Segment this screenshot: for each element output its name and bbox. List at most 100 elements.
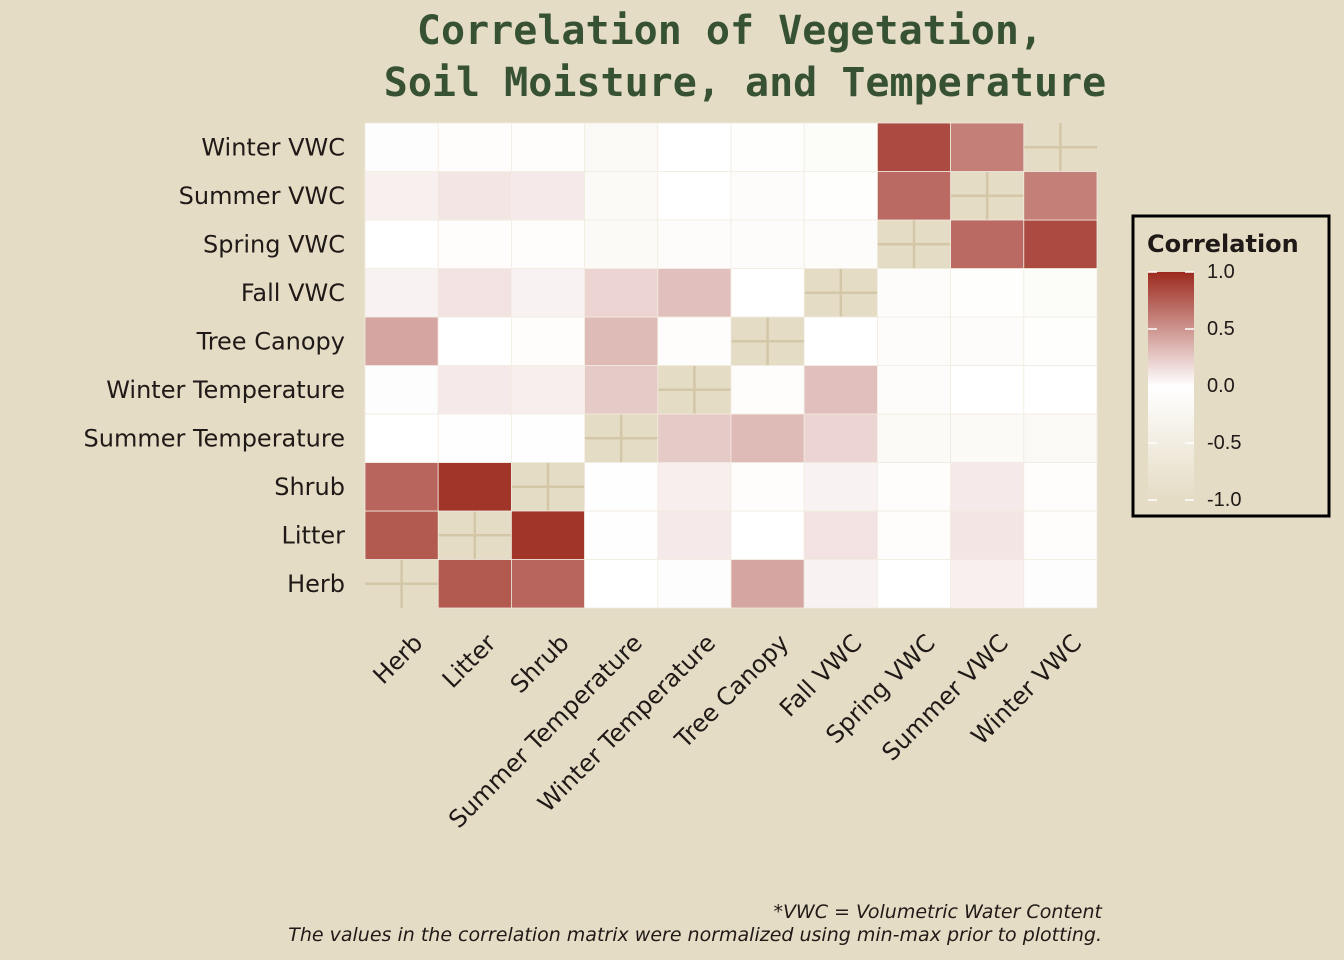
heatmap-cell [510,510,585,560]
heatmap-cell [803,413,878,463]
legend-tick-label: -0.5 [1207,432,1241,454]
heatmap-cell [584,316,659,366]
heatmap-cell [1023,219,1098,269]
legend: Correlation 1.0 0.5 0.0 -0.5 -1.0 [1131,214,1331,518]
heatmap-cell [730,510,805,560]
heatmap-cell [510,316,585,366]
heatmap-cell [437,268,512,318]
heatmap-cell [803,219,878,269]
heatmap-cell [803,122,878,172]
heatmap-cell [657,510,732,560]
legend-tick-label: 0.5 [1207,318,1235,340]
y-tick-labels: Herb Litter Shrub Summer Temperature Winter … [84,133,346,598]
heatmap-cell [950,510,1025,560]
heatmap-cell [437,559,512,609]
heatmap-cell [364,413,439,463]
heatmap-cell [657,171,732,221]
heatmap-cell [950,365,1025,415]
heatmap-cell [364,316,439,366]
heatmap-cell [730,268,805,318]
footnote-vwc: *VWC = Volumetric Water Content [773,901,1103,923]
chart-title: Correlation of Vegetation, Soil Moisture… [384,8,1106,106]
y-tick-label: Winter VWC [201,133,345,161]
y-tick-label: Summer VWC [179,182,345,210]
heatmap-cell [730,219,805,269]
x-tick-label: Shrub [505,629,575,699]
heatmap-cell [510,559,585,609]
heatmap-cell [1023,559,1098,609]
heatmap-cell [1023,462,1098,512]
y-tick-label: Shrub [274,473,345,501]
heatmap-cell [803,171,878,221]
heatmap-cell [437,122,512,172]
heatmap-cell [877,171,952,221]
heatmap-cell [730,122,805,172]
heatmap-cell [950,268,1025,318]
heatmap-cell [803,365,878,415]
heatmap-cell [584,510,659,560]
y-tick-label: Tree Canopy [196,327,345,355]
heatmap-cell [584,219,659,269]
heatmap-cell [730,413,805,463]
heatmap-cell [437,462,512,512]
heatmap-cell [877,559,952,609]
heatmap-cell [437,219,512,269]
heatmap-cell [803,316,878,366]
legend-tick-label: -1.0 [1207,489,1241,511]
footnotes: *VWC = Volumetric Water Content The valu… [288,901,1103,946]
heatmap-cell [364,510,439,560]
heatmap-cell [510,122,585,172]
heatmap-cell [437,316,512,366]
heatmap-cell [1023,365,1098,415]
heatmap-cell [584,268,659,318]
heatmap-cell [584,122,659,172]
legend-tick-label: 0.0 [1207,375,1235,397]
heatmap-cell [1023,171,1098,221]
y-tick-label: Herb [287,570,345,598]
y-tick-label: Litter [282,521,346,549]
heatmap-cell [730,462,805,512]
heatmap-cell [437,365,512,415]
legend-tick-label: 1.0 [1207,261,1235,283]
heatmap-cell [803,462,878,512]
heatmap-cell [510,171,585,221]
heatmap-cells [364,122,1098,609]
heatmap-cell [437,413,512,463]
heatmap-cell [730,559,805,609]
heatmap-cell [584,462,659,512]
heatmap-cell [877,316,952,366]
heatmap-cell [950,316,1025,366]
heatmap-cell [657,219,732,269]
heatmap-cell [364,462,439,512]
heatmap-cell [1023,268,1098,318]
y-tick-label: Winter Temperature [106,376,345,404]
legend-ticks: 1.0 0.5 0.0 -0.5 -1.0 [1148,261,1241,511]
heatmap-cell [950,122,1025,172]
heatmap-cell [657,268,732,318]
heatmap-cell [877,462,952,512]
chart-title-line-1: Correlation of Vegetation, [417,8,1043,54]
heatmap-cell [657,462,732,512]
chart-title-line-2: Soil Moisture, and Temperature [384,60,1106,106]
heatmap-cell [510,268,585,318]
heatmap-cell [877,268,952,318]
heatmap-cell [730,365,805,415]
heatmap-cell [364,365,439,415]
heatmap-cell [584,559,659,609]
heatmap-cell [657,413,732,463]
heatmap-cell [877,122,952,172]
legend-box [1131,214,1331,518]
footnote-normalization: The values in the correlation matrix wer… [288,924,1102,946]
heatmap-cell [803,510,878,560]
heatmap-cell [1023,413,1098,463]
heatmap-cell [437,171,512,221]
heatmap-cell [510,365,585,415]
heatmap-cell [364,171,439,221]
x-tick-label: Litter [437,629,502,694]
y-tick-label: Spring VWC [203,230,345,258]
y-tick-label: Summer Temperature [84,424,346,452]
heatmap-cell [364,122,439,172]
heatmap-cell [584,171,659,221]
heatmap-cell [950,559,1025,609]
heatmap-cell [1023,316,1098,366]
